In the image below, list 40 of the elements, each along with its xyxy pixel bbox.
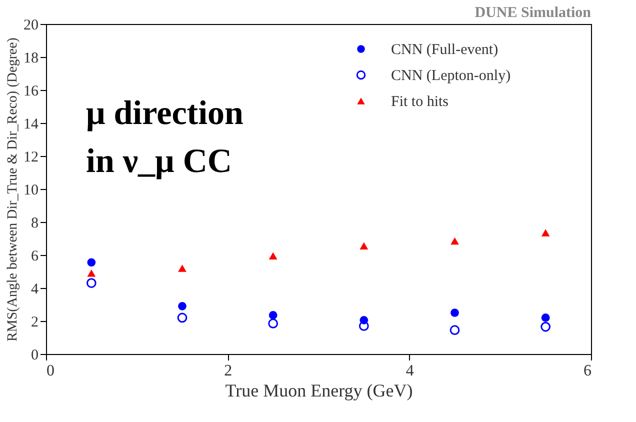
y-tick-label: 2 [31, 314, 38, 330]
x-tick-label: 0 [46, 362, 54, 380]
y-tick-label: 18 [24, 50, 38, 66]
legend-label: Fit to hits [391, 94, 449, 110]
point [86, 278, 96, 288]
point [87, 270, 96, 277]
point [360, 242, 368, 250]
point [87, 258, 96, 267]
y-tick-label: 6 [31, 248, 39, 264]
x-tick-label: 2 [224, 362, 232, 380]
x-tick-label: 6 [584, 362, 592, 380]
point [541, 314, 550, 322]
y-tick-label: 0 [31, 348, 38, 364]
point [178, 302, 186, 310]
legend-label: CNN (Full-event) [391, 42, 498, 58]
annotation: in ν_μ CC [86, 143, 232, 180]
point [268, 318, 278, 328]
point [178, 264, 186, 272]
y-tick-label: 4 [31, 282, 39, 298]
y-tick-label: 16 [24, 84, 39, 100]
y-tick-label: 10 [24, 182, 38, 198]
point [268, 252, 278, 260]
y-tick-label: 20 [24, 18, 38, 34]
point [268, 311, 278, 320]
y-axis-title: RMS(Angle between Dir_True & Dir_Reco) (Degree) [6, 37, 20, 342]
point [450, 308, 459, 317]
point [177, 312, 188, 323]
annotation: μ direction [86, 95, 244, 132]
x-axis-title: True Muon Energy (GeV) [225, 380, 413, 400]
point [358, 321, 369, 331]
y-tick-label: 14 [24, 116, 39, 132]
point [450, 237, 459, 245]
point [541, 229, 550, 236]
y-tick-label: 12 [24, 150, 38, 166]
x-tick-label: 4 [406, 362, 414, 380]
text: DUNE Simulation [474, 5, 592, 21]
point [450, 325, 460, 335]
y-tick-label: 8 [31, 216, 38, 232]
point [540, 322, 551, 332]
legend-label: CNN (Lepton-only) [391, 68, 511, 84]
